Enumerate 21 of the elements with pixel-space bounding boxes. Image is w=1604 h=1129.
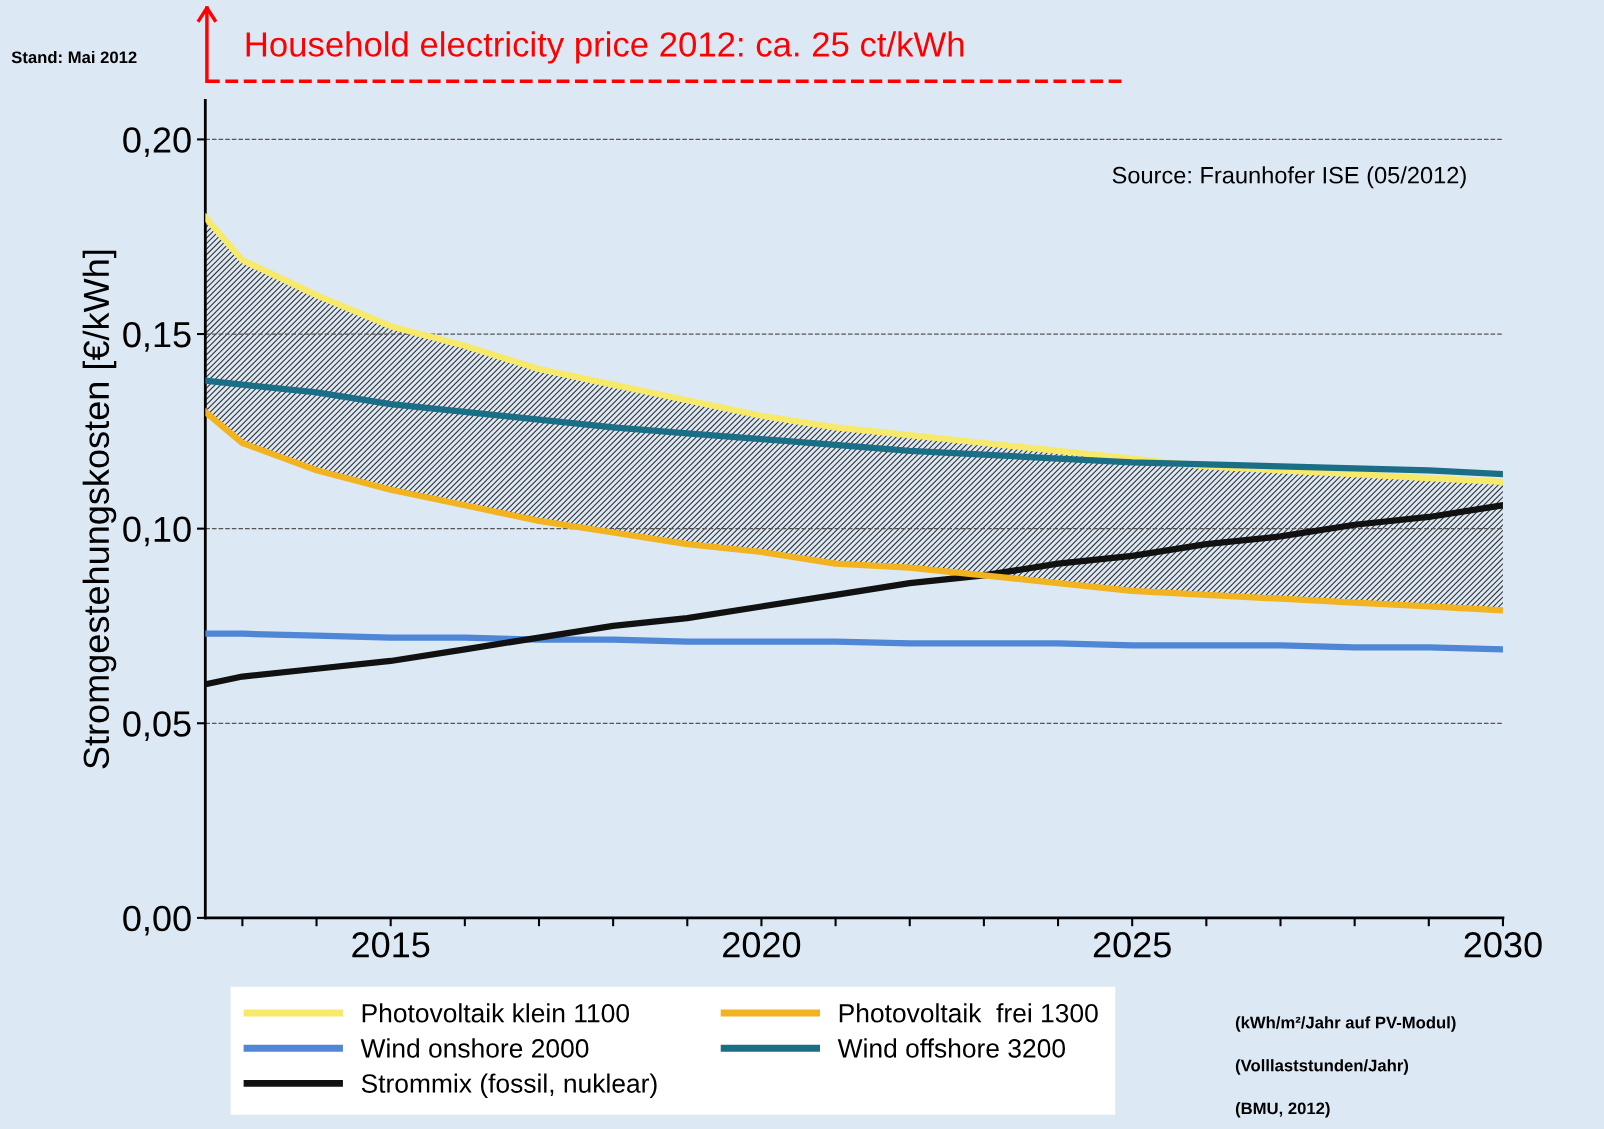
y-tick-label: 0,05: [123, 711, 191, 741]
text: Household electricity price 2012: ca. 25 ct/kWh: [246, 31, 964, 64]
x-tick-label: 2025: [1093, 932, 1171, 958]
y-tick-label: 0,10: [123, 516, 191, 547]
legend-label: Photovoltaik klein 1100: [362, 1003, 629, 1023]
y-tick-label: 0,20: [123, 127, 191, 158]
legend-label: Photovoltaik frei 1300: [839, 1003, 1098, 1023]
y-axis-title: Stromgestehungskosten [€/kWh]: [82, 250, 117, 769]
x-tick-label: 2015: [352, 932, 430, 958]
text: (Volllaststunden/Jahr): [1235, 1059, 1409, 1075]
y-tick-label: 0,00: [123, 905, 191, 936]
legend-label: Wind offshore 3200: [837, 1038, 1066, 1058]
y-tick-label: 0,15: [123, 321, 191, 352]
x-tick-label: 2030: [1464, 932, 1542, 958]
legend-label: Wind onshore 2000: [360, 1038, 589, 1058]
legend-label: Strommix (fossil, nuklear): [361, 1073, 657, 1099]
text: (BMU, 2012): [1235, 1102, 1330, 1118]
annotation: Source: Fraunhofer ISE (05/2012): [1112, 166, 1466, 189]
text: (kWh/m²/Jahr auf PV-Modul): [1235, 1016, 1456, 1032]
text: Stand: Mai 2012: [11, 50, 137, 64]
x-tick-label: 2020: [723, 932, 801, 958]
